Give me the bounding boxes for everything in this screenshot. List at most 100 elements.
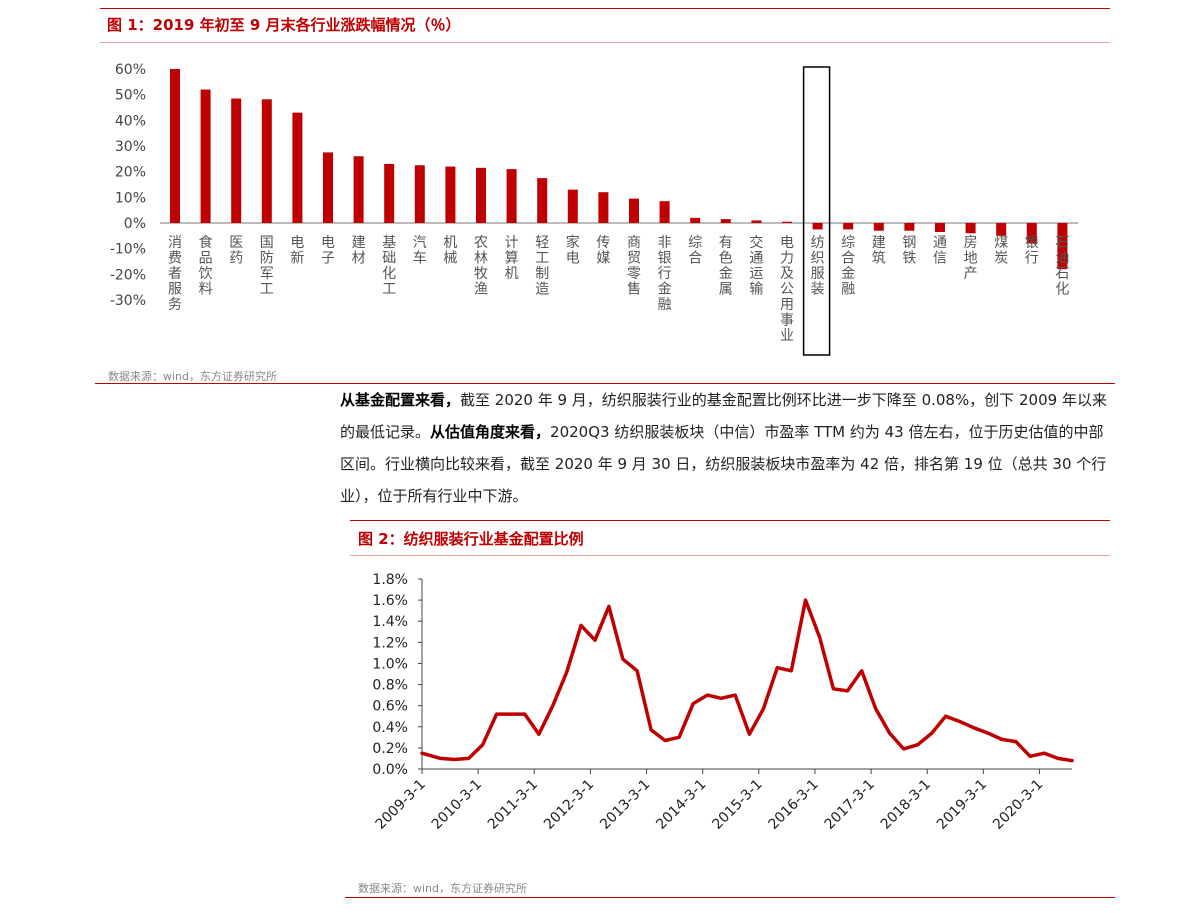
category-char: 房 bbox=[964, 235, 978, 251]
x-tick-label: 2009-3-1 bbox=[373, 777, 429, 833]
category-char: 交 bbox=[749, 234, 763, 251]
category-char: 地 bbox=[964, 251, 978, 267]
category-char: 牧 bbox=[474, 266, 488, 282]
y-tick-label: 1.0% bbox=[372, 656, 408, 672]
category-char: 务 bbox=[168, 297, 182, 313]
data-point bbox=[930, 732, 933, 735]
x-tick-label: 2012-3-1 bbox=[541, 777, 597, 833]
x-tick-label: 2013-3-1 bbox=[597, 777, 653, 833]
fig2-source: 数据来源：wind，东方证券研究所 bbox=[358, 882, 528, 895]
category-char: 炭 bbox=[994, 251, 1008, 267]
fig1-bottom-rule bbox=[95, 383, 1115, 384]
y-tick-label: 0.8% bbox=[372, 678, 408, 694]
bar bbox=[904, 223, 915, 231]
analysis-paragraph: 从基金配置来看，截至 2020 年 9 月，纺织服装行业的基金配置比例环比进一步… bbox=[340, 384, 1110, 512]
category-char: 机 bbox=[505, 266, 519, 282]
data-point bbox=[734, 694, 737, 697]
data-point bbox=[762, 707, 765, 710]
data-point bbox=[481, 743, 484, 746]
y-tick-label: 1.2% bbox=[372, 635, 408, 651]
category-char: 电 bbox=[566, 251, 580, 267]
data-point bbox=[944, 715, 947, 718]
data-point bbox=[678, 736, 681, 739]
data-point bbox=[748, 733, 751, 736]
bar bbox=[1026, 223, 1037, 244]
data-point bbox=[916, 743, 919, 746]
fig2-title: 图 2：纺织服装行业基金配置比例 bbox=[358, 530, 584, 548]
category-char: 纺 bbox=[811, 235, 825, 251]
category-char: 输 bbox=[749, 282, 763, 298]
category-label: 通信 bbox=[933, 235, 947, 267]
para-text-fund: 截至 2020 年 9 月，纺织服装行业的基金配置比例环比进一步下降至 0.08… bbox=[340, 391, 1107, 441]
category-char: 医 bbox=[229, 235, 243, 251]
category-char: 国 bbox=[260, 235, 274, 251]
category-char: 有 bbox=[719, 235, 733, 251]
category-char: 商 bbox=[627, 235, 641, 251]
category-char: 力 bbox=[780, 251, 794, 267]
category-char: 服 bbox=[168, 282, 182, 298]
bar bbox=[170, 69, 180, 223]
fig2-line-chart: 1.8% 1.6% 1.4% 1.2% 1.0% 0.8% 0.6% 0.4% 0.2% 0.0%… bbox=[372, 572, 1074, 833]
x-tick-label: 2016-3-1 bbox=[766, 777, 822, 833]
category-char: 造 bbox=[535, 282, 549, 298]
category-char: 农 bbox=[474, 235, 488, 251]
category-char: 建 bbox=[352, 235, 366, 251]
category-char: 食 bbox=[199, 234, 213, 251]
category-char: 信 bbox=[933, 251, 947, 267]
category-char: 饮 bbox=[199, 266, 213, 282]
fig1-title-rule bbox=[100, 42, 1110, 43]
category-char: 车 bbox=[413, 250, 427, 267]
data-point bbox=[860, 669, 863, 672]
category-char: 工 bbox=[382, 282, 396, 298]
y-tick-label: 0.0% bbox=[372, 762, 408, 778]
y-tick-label: 10% bbox=[115, 190, 146, 206]
y-tick-label: 1.8% bbox=[372, 572, 408, 588]
y-tick-label: 50% bbox=[115, 88, 146, 104]
bar bbox=[506, 169, 517, 223]
bar bbox=[292, 112, 303, 223]
category-char: 属 bbox=[719, 282, 733, 298]
category-label: 房地产 bbox=[964, 235, 978, 282]
category-char: 电 bbox=[321, 235, 335, 251]
category-char: 化 bbox=[1055, 282, 1069, 298]
category-char: 工 bbox=[535, 251, 549, 267]
y-tick-label: 0.4% bbox=[372, 720, 408, 736]
category-label: 电新 bbox=[290, 235, 304, 267]
category-char: 传 bbox=[596, 235, 610, 251]
category-char: 林 bbox=[474, 251, 488, 267]
fig1-source: 数据来源：wind，东方证券研究所 bbox=[108, 370, 278, 383]
bar bbox=[996, 223, 1007, 236]
category-char: 售 bbox=[627, 282, 641, 298]
category-char: 算 bbox=[505, 251, 519, 267]
bar bbox=[720, 219, 731, 223]
data-point bbox=[467, 757, 470, 760]
data-point bbox=[551, 704, 554, 707]
category-label: 医药 bbox=[229, 235, 243, 267]
fig1-title: 图 1：2019 年初至 9 月末各行业涨跌幅情况（％） bbox=[107, 16, 461, 34]
y-tick-label: 40% bbox=[115, 113, 146, 129]
category-char: 服 bbox=[811, 266, 825, 282]
x-tick-label: 2014-3-1 bbox=[653, 777, 709, 833]
category-char: 融 bbox=[841, 282, 855, 298]
category-char: 军 bbox=[260, 266, 274, 282]
x-tick-label: 2020-3-1 bbox=[990, 777, 1046, 833]
category-char: 基 bbox=[382, 234, 396, 251]
bar bbox=[629, 198, 639, 223]
y-tick-label: -30% bbox=[110, 293, 146, 309]
category-char: 合 bbox=[841, 251, 855, 267]
category-label: 电子 bbox=[321, 235, 335, 267]
data-point bbox=[607, 605, 610, 608]
category-char: 子 bbox=[321, 251, 335, 267]
category-char: 行 bbox=[658, 266, 672, 282]
bar bbox=[965, 223, 976, 234]
category-char: 融 bbox=[658, 297, 672, 313]
category-label: 传媒 bbox=[596, 235, 610, 267]
data-point bbox=[421, 752, 424, 755]
